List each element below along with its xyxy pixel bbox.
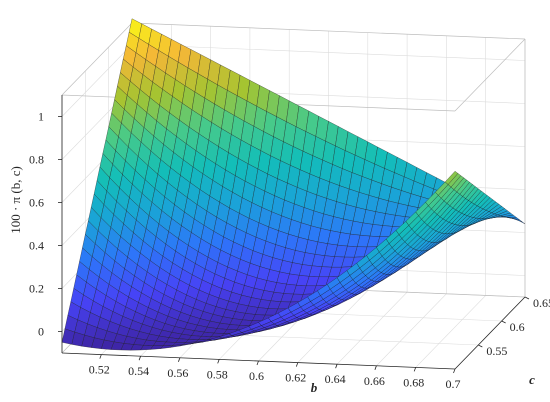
y-axis-line [454, 296, 526, 370]
z-tick-label: 0.4 [29, 239, 44, 253]
back-grid-line [131, 44, 526, 61]
surface-patch [506, 217, 520, 220]
x-tick-mark [178, 357, 181, 362]
z-tick-label: 0.2 [29, 282, 44, 296]
y-tick-labels: 0.550.6 0.65 [478, 296, 550, 358]
y-tick-label: 0.6 [510, 320, 525, 334]
z-tick-label: 1 [38, 110, 44, 124]
y-tick-label: 0.55 [486, 344, 507, 358]
x-tick-label: 0.66 [364, 374, 385, 388]
floor-grid-line [415, 295, 486, 368]
y-tick-label: 0.65 [533, 296, 550, 310]
x-tick-label: 0.6 [249, 369, 264, 383]
x-tick-label: 0.64 [325, 372, 346, 386]
floor-grid-line [336, 291, 408, 365]
x-tick-labels: 0.52 0.54 0.56 0.58 0.6 0.62 0.64 0.66 0.68 0.7 [89, 354, 461, 391]
x-tick-mark [256, 360, 259, 366]
z-tick-label: 0 [38, 325, 44, 339]
x-tick-label: 0.58 [207, 367, 228, 381]
x-tick-label: 0.54 [128, 364, 149, 378]
y-tick-mark [524, 296, 530, 300]
x-tick-mark [374, 365, 377, 370]
z-tick-label: 0.6 [29, 196, 44, 210]
y-tick-mark [501, 320, 506, 324]
floor-grid-line [376, 293, 447, 367]
x-tick-mark [138, 356, 141, 361]
z-axis-label: 100 · π (b, c) [8, 166, 23, 234]
x-tick-mark [453, 368, 456, 374]
y-tick-mark [478, 344, 483, 348]
x-tick-mark [99, 354, 102, 359]
y-axis-label: c [529, 372, 535, 387]
surface-patch [444, 170, 459, 185]
box-back-edge [61, 22, 133, 96]
x-tick-mark [413, 367, 417, 372]
surface-mesh [61, 18, 526, 351]
box-back-edge [131, 22, 526, 40]
x-tick-label: 0.7 [446, 377, 461, 391]
x-axis-label: b [311, 380, 318, 395]
side-grid-line [61, 44, 133, 117]
floor-grid-line [297, 290, 369, 363]
x-tick-label: 0.52 [89, 363, 110, 377]
x-tick-label: 0.56 [167, 366, 188, 380]
x-tick-mark [217, 359, 220, 364]
box-back-edge [454, 38, 526, 112]
x-tick-label: 0.68 [403, 375, 424, 389]
x-tick-mark [335, 364, 338, 369]
x-tick-label: 0.62 [285, 371, 306, 385]
x-tick-mark [295, 362, 299, 367]
z-tick-label: 0.8 [29, 153, 44, 167]
z-tick-labels: 0 0.2 0.4 0.6 0.8 1 [29, 110, 62, 339]
